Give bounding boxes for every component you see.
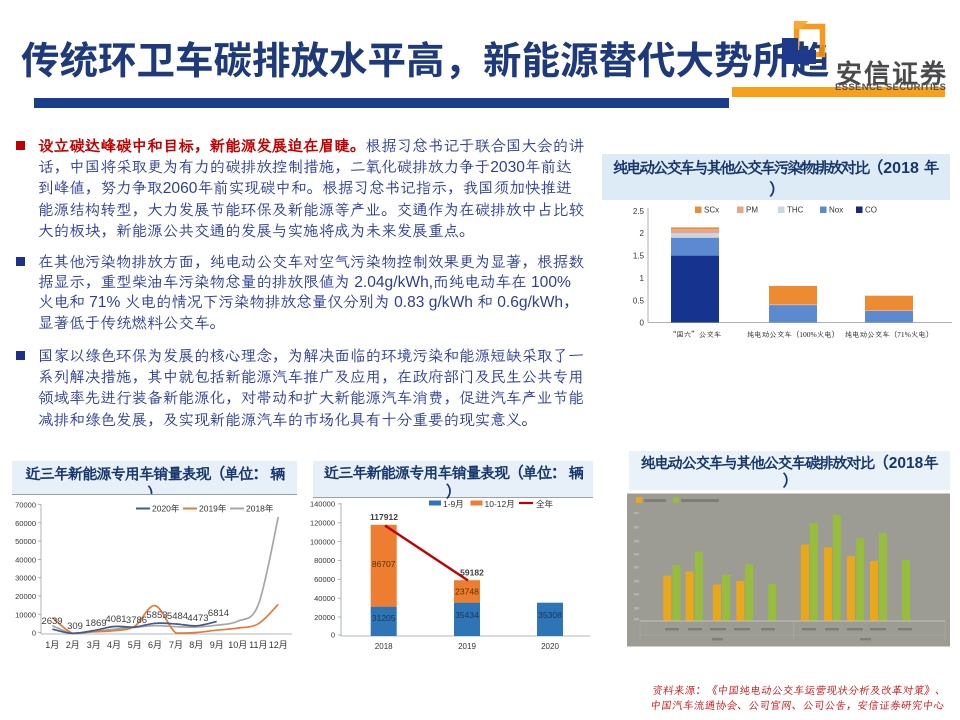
svg-text:PM: PM — [746, 206, 758, 215]
svg-text:5月: 5月 — [128, 640, 142, 650]
svg-text:纯电动公交车（100%火电）: 纯电动公交车（100%火电） — [747, 330, 840, 340]
svg-text:30000: 30000 — [15, 574, 36, 583]
svg-text:9月: 9月 — [210, 640, 224, 650]
svg-text:2.5: 2.5 — [633, 207, 645, 216]
svg-text:2019年: 2019年 — [199, 504, 227, 514]
svg-text:59182: 59182 — [460, 568, 484, 578]
svg-text:纯电动公交车（71%火电）: 纯电动公交车（71%火电） — [845, 330, 934, 340]
svg-text:1.5: 1.5 — [633, 252, 645, 261]
svg-text:20000: 20000 — [314, 613, 335, 622]
svg-text:1: 1 — [640, 274, 645, 283]
svg-text:全年: 全年 — [536, 499, 554, 509]
svg-text:2018: 2018 — [375, 642, 393, 651]
svg-text:40000: 40000 — [15, 555, 36, 564]
svg-text:0: 0 — [640, 319, 645, 328]
svg-text:2020: 2020 — [541, 642, 559, 651]
svg-text:40000: 40000 — [314, 594, 335, 603]
svg-text:1869: 1869 — [85, 618, 106, 629]
svg-text:309: 309 — [67, 621, 83, 632]
svg-text:1-9月: 1-9月 — [443, 499, 464, 509]
svg-text:4081: 4081 — [105, 614, 126, 625]
svg-text:10月: 10月 — [228, 640, 247, 650]
svg-text:31205: 31205 — [372, 613, 396, 623]
svg-text:23748: 23748 — [455, 587, 479, 597]
svg-text:4473: 4473 — [187, 613, 208, 624]
svg-text:THC: THC — [787, 206, 804, 215]
svg-text:60000: 60000 — [15, 519, 36, 528]
svg-text:8月: 8月 — [189, 640, 203, 650]
svg-text:60000: 60000 — [314, 575, 335, 584]
svg-text:0: 0 — [32, 629, 36, 638]
svg-text:SCx: SCx — [704, 206, 719, 215]
svg-text:1月: 1月 — [45, 640, 59, 650]
svg-text:0.5: 0.5 — [633, 297, 645, 306]
svg-text:117912: 117912 — [370, 512, 398, 522]
svg-text:Nox: Nox — [829, 206, 843, 215]
svg-text:CO: CO — [865, 206, 877, 215]
svg-text:2639: 2639 — [41, 616, 62, 627]
svg-text:120000: 120000 — [310, 519, 335, 528]
svg-text:140000: 140000 — [310, 500, 335, 509]
svg-text:70000: 70000 — [15, 501, 36, 510]
svg-text:7月: 7月 — [169, 640, 183, 650]
svg-text:2: 2 — [640, 229, 645, 238]
svg-text:2月: 2月 — [66, 640, 80, 650]
svg-text:20000: 20000 — [15, 592, 36, 601]
svg-text:35308: 35308 — [538, 610, 562, 620]
svg-text:10-12月: 10-12月 — [485, 499, 515, 509]
svg-text:2018年: 2018年 — [246, 504, 274, 514]
svg-text:11月: 11月 — [249, 640, 267, 650]
svg-text:3786: 3786 — [126, 615, 147, 626]
svg-text:5853: 5853 — [146, 610, 167, 621]
svg-text:86707: 86707 — [372, 559, 396, 569]
svg-text:2020年: 2020年 — [152, 504, 180, 514]
svg-text:2019: 2019 — [458, 642, 476, 651]
svg-text:80000: 80000 — [314, 556, 335, 565]
svg-text:0: 0 — [331, 631, 335, 640]
svg-text:“国六”公交车: “国六”公交车 — [669, 330, 722, 340]
svg-text:6814: 6814 — [208, 608, 229, 619]
svg-text:6月: 6月 — [148, 640, 162, 650]
svg-text:4月: 4月 — [107, 640, 121, 650]
svg-text:100000: 100000 — [310, 537, 335, 546]
svg-text:10000: 10000 — [15, 610, 36, 619]
svg-text:35434: 35434 — [455, 610, 479, 620]
svg-text:12月: 12月 — [269, 640, 288, 650]
svg-text:5484: 5484 — [167, 611, 188, 622]
svg-text:50000: 50000 — [15, 537, 36, 546]
svg-text:3月: 3月 — [87, 640, 101, 650]
